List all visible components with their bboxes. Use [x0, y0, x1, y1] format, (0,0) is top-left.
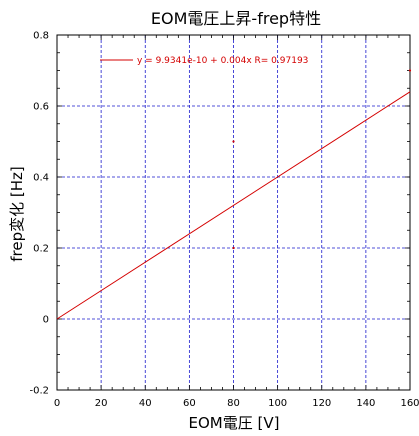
- y-tick-label: 0.4: [33, 173, 49, 184]
- series-group: [56, 69, 412, 320]
- x-tick-label: 20: [95, 398, 108, 409]
- tick-labels: 0 20 40 60 80 100 120 140 160 -0.2 0 0.2 0.4 0.6 0.8: [29, 31, 419, 410]
- legend-text: y = 9.9341e-10 + 0.004x R= 0.97193: [137, 56, 308, 66]
- x-tick-label: 160: [400, 398, 419, 409]
- x-tick-label: 140: [356, 398, 375, 409]
- x-tick-label: 100: [268, 398, 287, 409]
- grid-lines: [57, 35, 410, 390]
- x-tick-label: 80: [227, 398, 240, 409]
- y-tick-label: 0: [43, 315, 49, 326]
- y-tick-label: 0.6: [33, 102, 49, 113]
- y-tick-label: 0.2: [33, 244, 49, 255]
- fit-line: [56, 91, 411, 320]
- y-axis-label: frep変化 [Hz]: [8, 166, 26, 262]
- x-tick-label: 0: [54, 398, 60, 409]
- data-point: [232, 246, 235, 250]
- data-point: [408, 69, 412, 72]
- y-tick-label: -0.2: [29, 386, 49, 397]
- chart-title: EOM電圧上昇-frep特性: [151, 9, 321, 28]
- legend: y = 9.9341e-10 + 0.004x R= 0.97193: [100, 56, 308, 66]
- plot-frame: [56, 34, 411, 391]
- x-axis-label: EOM電圧 [V]: [189, 414, 280, 432]
- x-tick-label: 40: [139, 398, 152, 409]
- y-tick-label: 0.8: [33, 31, 49, 42]
- x-tick-label: 120: [312, 398, 331, 409]
- x-tick-label: 60: [183, 398, 196, 409]
- data-point: [232, 140, 235, 143]
